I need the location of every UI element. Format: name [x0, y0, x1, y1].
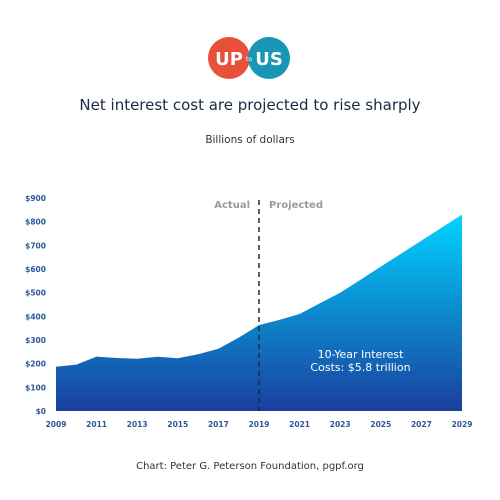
y-tick-label: $400	[25, 312, 46, 321]
y-tick-label: $100	[25, 383, 46, 392]
x-tick-label: 2025	[370, 420, 391, 429]
y-tick-label: $300	[25, 336, 46, 345]
x-tick-label: 2019	[249, 420, 270, 429]
x-tick-label: 2021	[289, 420, 310, 429]
logo-right-circle	[248, 37, 290, 79]
annotation-line-1: 10-Year Interest	[318, 348, 405, 361]
logo-us-text: US	[255, 49, 283, 70]
y-tick-label: $500	[25, 289, 46, 298]
y-tick-label: $200	[25, 360, 46, 369]
x-tick-label: 2009	[46, 420, 67, 429]
x-tick-label: 2029	[452, 420, 473, 429]
logo-to-text: to	[246, 56, 252, 63]
actual-label: Actual	[214, 200, 250, 211]
logo-left-circle	[208, 37, 250, 79]
logo-up-text: UP	[215, 49, 243, 70]
x-tick-label: 2027	[411, 420, 432, 429]
y-tick-label: $900	[25, 194, 46, 203]
x-tick-label: 2011	[86, 420, 107, 429]
y-tick-label: $600	[25, 265, 46, 274]
projected-label: Projected	[269, 200, 323, 211]
x-tick-label: 2015	[167, 420, 188, 429]
up-to-us-logo: UP to US	[205, 32, 295, 84]
chart-title: Net interest cost are projected to rise …	[79, 96, 421, 114]
x-tick-label: 2023	[330, 420, 351, 429]
y-tick-label: $700	[25, 241, 46, 250]
area-series	[56, 214, 462, 411]
x-tick-label: 2013	[127, 420, 148, 429]
annotation-line-2: Costs: $5.8 trillion	[310, 361, 410, 374]
chart-subtitle: Billions of dollars	[205, 134, 295, 146]
y-tick-label: $0	[36, 407, 46, 416]
interest-cost-chart: $0 $100 $200 $300 $400 $500 $600 $700 $800 $900 2…	[25, 194, 473, 429]
y-tick-label: $800	[25, 218, 46, 227]
chart-source: Chart: Peter G. Peterson Foundation, pgp…	[136, 461, 364, 472]
x-tick-label: 2017	[208, 420, 229, 429]
